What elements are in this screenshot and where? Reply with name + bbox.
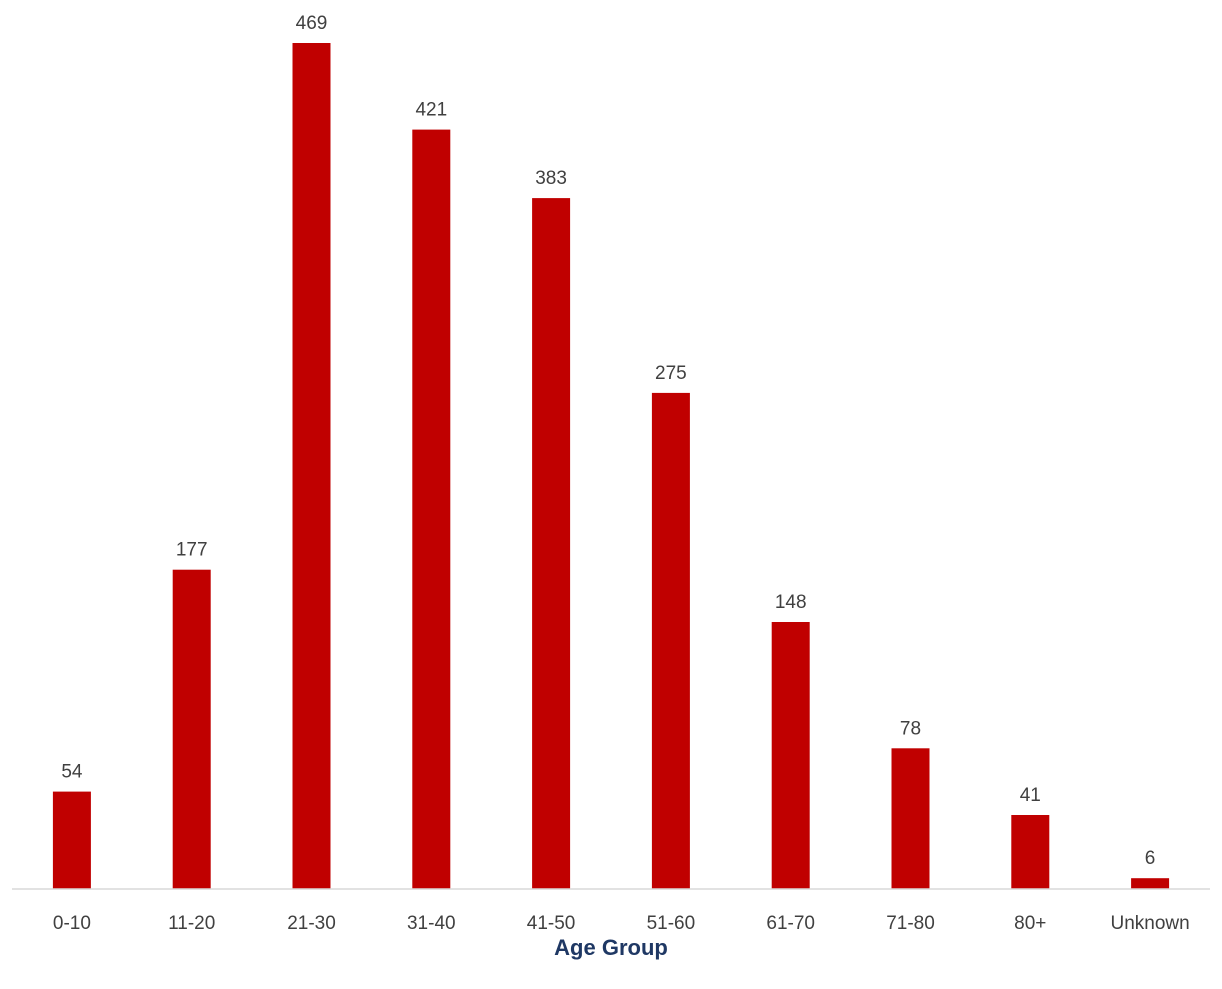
x-axis-title: Age Group: [554, 935, 668, 960]
x-tick-label: 0-10: [53, 913, 91, 934]
bar-0-10: [52, 791, 91, 889]
bars-layer: [52, 43, 1170, 890]
x-tick-label: Unknown: [1110, 913, 1189, 934]
bar-80-: [1011, 815, 1050, 889]
x-tick-label: 51-60: [647, 913, 696, 934]
bar-61-70: [771, 622, 810, 889]
x-tick-label: 41-50: [527, 913, 576, 934]
x-tick-label: 71-80: [886, 913, 935, 934]
data-label: 469: [296, 13, 328, 34]
data-label: 6: [1145, 848, 1156, 869]
data-label: 177: [176, 540, 208, 561]
x-tick-label: 61-70: [766, 913, 815, 934]
bar-21-30: [292, 43, 331, 889]
data-label: 148: [775, 592, 807, 613]
bar-31-40: [412, 129, 451, 890]
bar-11-20: [172, 569, 211, 889]
x-tick-label: 80+: [1014, 913, 1046, 934]
data-label: 383: [535, 168, 567, 189]
data-label: 421: [415, 100, 447, 121]
bar-unknown: [1131, 878, 1170, 889]
tick-labels-layer: 0-10 11-20 21-30 31-40 41-50 51-60 61-70 71-80 8…: [53, 913, 1190, 934]
x-tick-label: 31-40: [407, 913, 456, 934]
x-tick-label: 11-20: [168, 913, 215, 934]
data-label: 275: [655, 363, 687, 384]
x-tick-label: 21-30: [287, 913, 336, 934]
data-label: 78: [900, 718, 921, 739]
data-label: 41: [1020, 785, 1041, 806]
data-labels-layer: 54 177 469 421 383 275 148 78 41 6: [61, 13, 1155, 869]
bar-41-50: [532, 198, 571, 890]
bar-51-60: [651, 392, 690, 889]
bar-71-80: [891, 748, 930, 889]
data-label: 54: [61, 762, 83, 783]
